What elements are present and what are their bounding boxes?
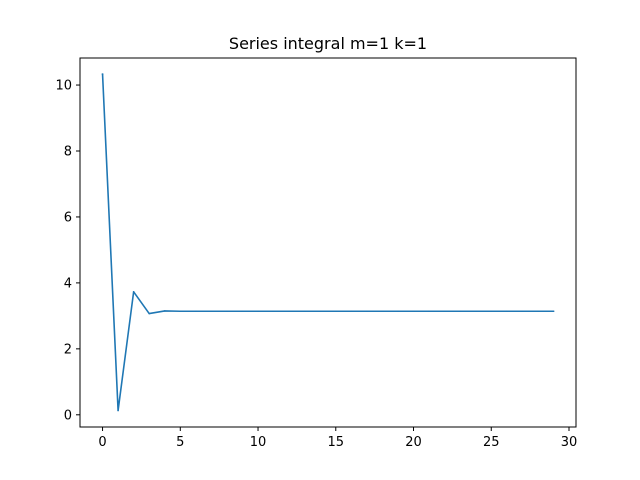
data-point [397,310,399,313]
data-point [552,310,555,313]
data-point [288,310,290,313]
x-tick-label: 20 [405,435,422,450]
data-point [490,310,493,313]
data-point [381,310,384,313]
x-tick-label: 15 [328,435,345,450]
data-point [272,310,275,313]
data-point [117,409,119,412]
y-tick-label: 10 [55,79,72,94]
data-point [459,310,461,313]
series-line-0 [101,73,555,412]
data-point [101,73,104,75]
y-tick-label: 2 [64,342,72,357]
data-point [303,310,306,313]
data-point [412,310,415,313]
x-tick-label: 0 [98,435,106,450]
y-tick-label: 4 [64,276,72,291]
axes-frame [79,57,577,428]
data-point [195,310,197,313]
data-point [443,310,446,313]
x-tick-label: 5 [176,435,184,450]
data-point [428,310,430,313]
y-tick-label: 8 [64,144,72,159]
data-point [474,310,477,313]
y-axis: 0 2 4 6 8 10 [55,79,80,423]
data-point [537,310,539,313]
data-point [132,291,135,293]
data-point [319,310,322,313]
data-point [350,310,353,313]
data-point [226,310,228,313]
data-point [521,310,524,313]
y-tick-label: 0 [64,408,72,423]
data-point [506,310,508,313]
data-point [241,310,244,313]
x-tick-label: 30 [561,435,578,450]
chart-title: Series integral m=1 k=1 [229,34,427,53]
x-axis: 0 5 10 15 20 25 30 [98,427,577,450]
data-point [334,310,337,313]
data-point [366,310,368,313]
data-point [163,310,166,312]
y-tick-label: 6 [64,210,72,225]
x-tick-label: 10 [250,435,267,450]
data-point [210,310,213,313]
data-point [148,312,150,315]
plot-area [101,73,555,412]
x-tick-label: 25 [483,435,500,450]
data-point [179,310,182,313]
data-point [257,310,259,313]
